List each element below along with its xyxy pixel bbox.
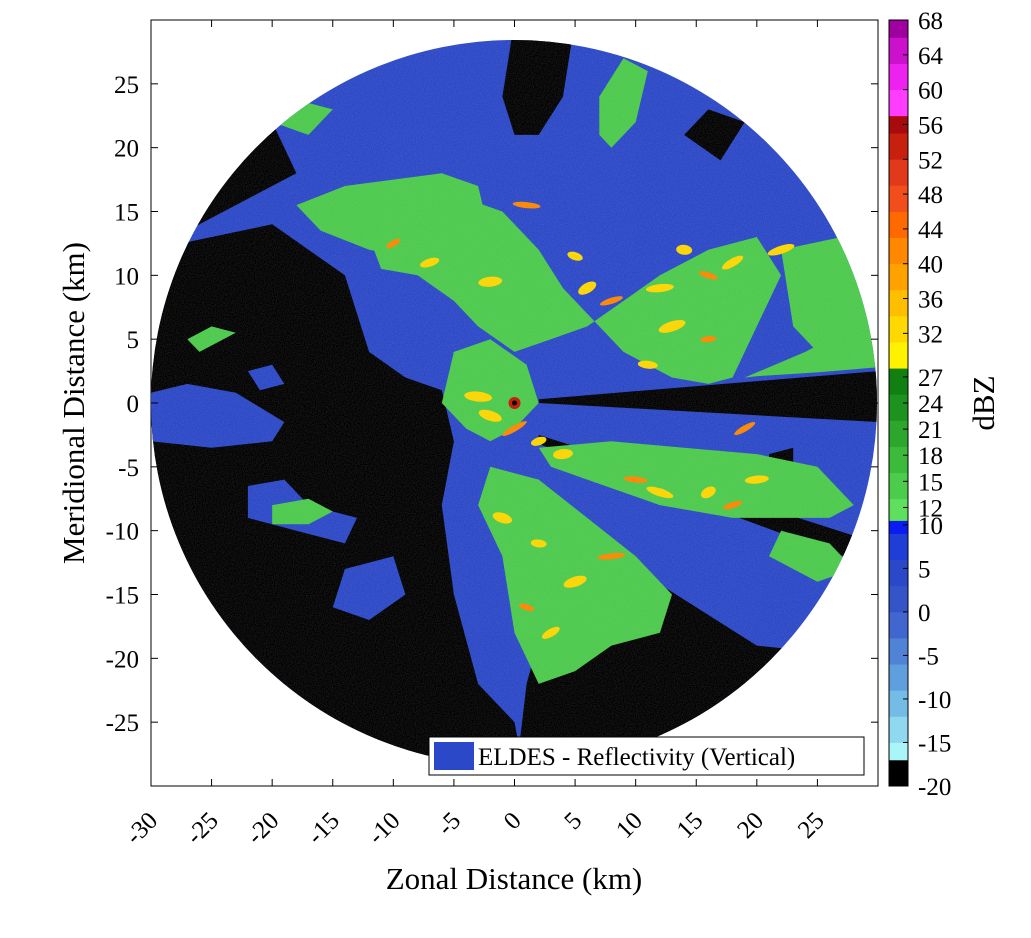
colorbar-band xyxy=(889,89,908,117)
colorbar-tick-label: 15 xyxy=(918,469,943,496)
colorbar-band xyxy=(889,759,908,787)
colorbar-tick-label: -20 xyxy=(918,774,951,801)
colorbar-band xyxy=(889,690,908,717)
y-tick-label: -10 xyxy=(106,519,139,546)
x-tick-label: -20 xyxy=(242,807,285,850)
colorbar-band xyxy=(889,237,908,265)
y-tick-label: 10 xyxy=(114,263,139,290)
colorbar-band xyxy=(889,368,908,395)
colorbar-tick-label: 24 xyxy=(918,391,944,418)
colorbar-tick-label: 18 xyxy=(918,443,943,470)
colorbar-tick-label: 10 xyxy=(918,513,943,540)
colorbar-band xyxy=(889,611,908,639)
y-tick-label: -5 xyxy=(118,455,139,482)
colorbar-band xyxy=(889,638,908,665)
y-tick-label: -20 xyxy=(106,646,139,673)
colorbar-tick-label: 5 xyxy=(918,556,931,583)
y-axis-ticks: 25 20 15 10 5 0 -5 -10 -15 -20 -25 xyxy=(106,72,878,737)
colorbar-band xyxy=(889,664,908,691)
colorbar-band xyxy=(889,472,908,500)
legend-label: ELDES - Reflectivity (Vertical) xyxy=(478,744,795,771)
colorbar-tick-label: 32 xyxy=(918,321,943,348)
colorbar-tick-label: 40 xyxy=(918,252,943,279)
colorbar-tick-label: -5 xyxy=(918,643,939,670)
colorbar-band xyxy=(889,342,908,369)
legend: ELDES - Reflectivity (Vertical) xyxy=(428,736,865,776)
colorbar-band xyxy=(889,185,908,212)
colorbar-band xyxy=(889,20,908,38)
colorbar-tick-label: 68 xyxy=(918,8,943,35)
colorbar-band xyxy=(889,716,908,743)
colorbar-band xyxy=(889,585,908,613)
y-tick-label: 5 xyxy=(127,327,140,354)
colorbar-band xyxy=(889,115,908,134)
colorbar-tick-label: 44 xyxy=(918,217,944,244)
x-tick-label: -25 xyxy=(181,807,224,850)
colorbar-band xyxy=(889,315,908,343)
y-tick-label: 0 xyxy=(127,391,140,418)
x-tick-label: 25 xyxy=(793,807,830,844)
x-tick-label: 10 xyxy=(611,807,648,844)
colorbar-tick-label: 52 xyxy=(918,147,943,174)
colorbar-band xyxy=(889,133,908,160)
colorbar-band xyxy=(889,289,908,317)
x-tick-label: 20 xyxy=(732,807,769,844)
colorbar-band xyxy=(889,742,908,761)
colorbar-band xyxy=(889,394,908,421)
x-tick-label: 15 xyxy=(672,807,709,844)
colorbar-tick-label: -10 xyxy=(918,687,951,714)
x-tick-label: -15 xyxy=(302,807,345,850)
y-axis-label: Meridional Distance (km) xyxy=(56,242,91,564)
colorbar-band xyxy=(889,559,908,587)
colorbar-band xyxy=(889,37,908,64)
y-tick-label: -25 xyxy=(106,710,139,737)
colorbar-band xyxy=(889,520,908,534)
x-tick-label: -30 xyxy=(121,807,164,850)
y-tick-label: -15 xyxy=(106,583,139,610)
x-tick-label: 0 xyxy=(499,807,527,835)
y-tick-label: 20 xyxy=(114,136,139,163)
colorbar-band xyxy=(889,533,908,561)
colorbar-tick-label: 60 xyxy=(918,78,943,105)
colorbar-band xyxy=(889,263,908,291)
colorbar-tick-label: -15 xyxy=(918,730,951,757)
colorbar-tick-label: 12 xyxy=(918,495,943,522)
legend-swatch xyxy=(434,742,474,770)
colorbar-band xyxy=(889,446,908,474)
colorbar-band xyxy=(889,211,908,239)
y-tick-label: 25 xyxy=(114,72,139,99)
legend-box xyxy=(428,736,865,776)
radar-site-dot xyxy=(512,400,517,406)
colorbar-band xyxy=(889,159,908,186)
colorbar-tick-label: 36 xyxy=(918,287,943,314)
colorbar-tick-label: 27 xyxy=(918,365,943,392)
colorbar-tick-label: 0 xyxy=(918,600,931,627)
x-axis-label: Zonal Distance (km) xyxy=(386,861,643,896)
colorbar-label: dBZ xyxy=(966,375,1001,430)
colorbar-tick-label: 64 xyxy=(918,43,944,70)
colorbar-tick-label: 56 xyxy=(918,112,943,139)
colorbar-band xyxy=(889,498,908,521)
x-tick-label: 5 xyxy=(559,807,587,835)
x-tick-label: -10 xyxy=(363,807,406,850)
colorbar-band xyxy=(889,63,908,91)
colorbar-tick-label: 48 xyxy=(918,182,943,209)
colorbar-band xyxy=(889,420,908,447)
colorbar-tick-label: 21 xyxy=(918,417,943,444)
x-tick-label: -5 xyxy=(432,807,466,841)
y-tick-label: 15 xyxy=(114,200,139,227)
radar-scan-disc xyxy=(151,40,877,766)
